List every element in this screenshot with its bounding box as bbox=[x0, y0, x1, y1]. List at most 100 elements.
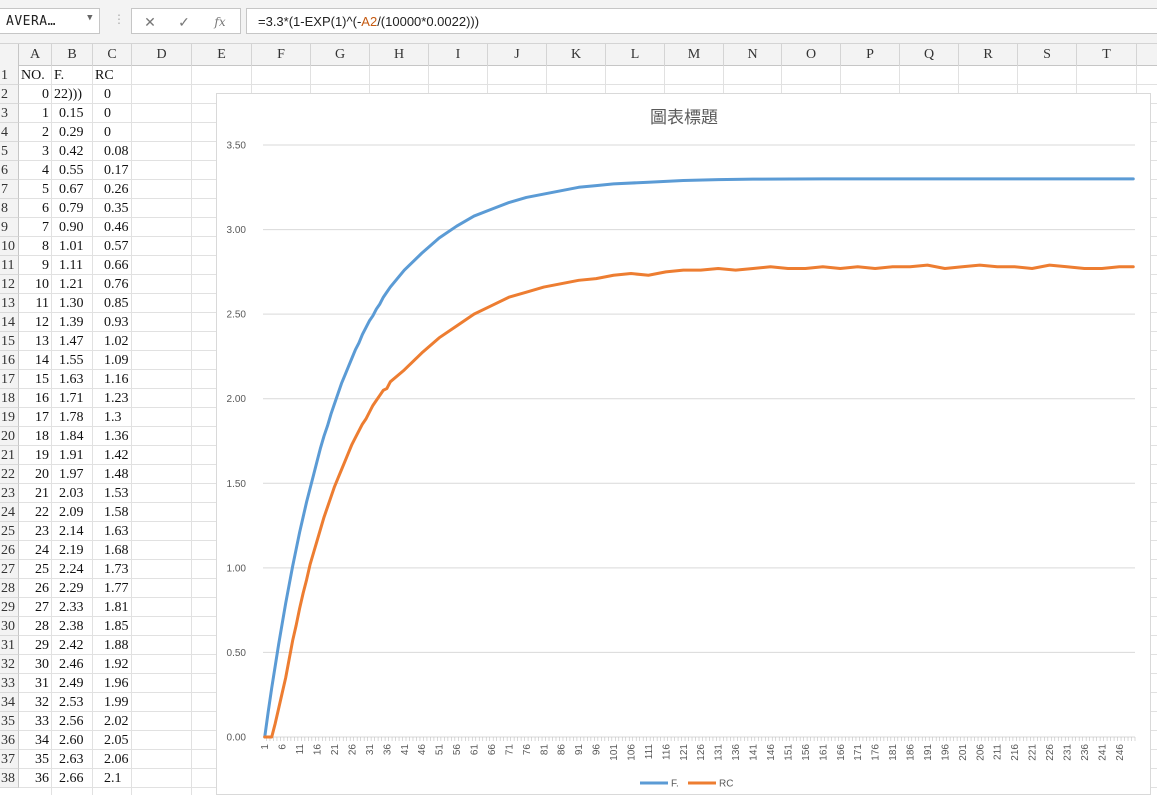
row-header[interactable]: 24 bbox=[0, 503, 19, 522]
cell-b[interactable]: 2.66 bbox=[59, 771, 84, 786]
column-header-n[interactable]: N bbox=[724, 44, 782, 66]
cell-b[interactable]: 2.33 bbox=[59, 600, 84, 615]
cell-a[interactable]: 9 bbox=[42, 258, 49, 273]
cell-b[interactable]: 2.46 bbox=[59, 657, 84, 672]
cell-b[interactable]: 2.49 bbox=[59, 676, 84, 691]
row-header[interactable]: 31 bbox=[0, 636, 19, 655]
column-header-d[interactable]: D bbox=[132, 44, 192, 66]
cell-b[interactable]: 0.90 bbox=[59, 220, 84, 235]
row-header[interactable]: 1 bbox=[0, 66, 19, 85]
row-header[interactable]: 23 bbox=[0, 484, 19, 503]
cell-a[interactable]: 4 bbox=[42, 163, 49, 178]
cell-b[interactable]: 1.39 bbox=[59, 315, 84, 330]
cell-a[interactable]: 11 bbox=[35, 296, 49, 311]
row-header[interactable]: 15 bbox=[0, 332, 19, 351]
cell-a[interactable]: 34 bbox=[35, 733, 49, 748]
row-header[interactable]: 22 bbox=[0, 465, 19, 484]
row-header[interactable]: 8 bbox=[0, 199, 19, 218]
cell-c[interactable]: 0.85 bbox=[104, 296, 129, 311]
row-header[interactable]: 21 bbox=[0, 446, 19, 465]
cell-b[interactable]: 0.29 bbox=[59, 125, 84, 140]
column-header-m[interactable]: M bbox=[665, 44, 724, 66]
row-header[interactable]: 29 bbox=[0, 598, 19, 617]
row-header[interactable]: 38 bbox=[0, 769, 19, 788]
cell-b[interactable]: 1.21 bbox=[59, 277, 84, 292]
cell-a[interactable]: 0 bbox=[42, 87, 49, 102]
row-header[interactable]: 16 bbox=[0, 351, 19, 370]
chevron-down-icon[interactable]: ▼ bbox=[87, 13, 93, 23]
cell-c[interactable]: 0.93 bbox=[104, 315, 129, 330]
cell-c[interactable]: 0 bbox=[104, 125, 111, 140]
row-header[interactable]: 27 bbox=[0, 560, 19, 579]
row-header[interactable]: 25 bbox=[0, 522, 19, 541]
row-header[interactable]: 28 bbox=[0, 579, 19, 598]
cell-c[interactable]: 0.76 bbox=[104, 277, 129, 292]
cell-c[interactable]: 0.57 bbox=[104, 239, 129, 254]
cell-a[interactable]: 19 bbox=[35, 448, 49, 463]
cell-b[interactable]: 1.47 bbox=[59, 334, 84, 349]
cell-a[interactable]: 33 bbox=[35, 714, 49, 729]
cell-a[interactable]: 31 bbox=[35, 676, 49, 691]
cell-c[interactable]: 0.66 bbox=[104, 258, 129, 273]
cell-b[interactable]: 0.15 bbox=[59, 106, 84, 121]
column-header-g[interactable]: G bbox=[311, 44, 370, 66]
cell-b[interactable]: 1.97 bbox=[59, 467, 84, 482]
cell-c[interactable]: 0.46 bbox=[104, 220, 129, 235]
cell-c[interactable]: 2.06 bbox=[104, 752, 129, 767]
row-header[interactable]: 37 bbox=[0, 750, 19, 769]
cell-c[interactable]: 0.08 bbox=[104, 144, 129, 159]
cell-a[interactable]: 8 bbox=[42, 239, 49, 254]
cell-b[interactable]: 22))) bbox=[54, 87, 82, 102]
cell-c[interactable]: 1.53 bbox=[104, 486, 129, 501]
column-header-a[interactable]: A bbox=[19, 44, 52, 66]
check-icon[interactable]: ✓ bbox=[178, 14, 190, 30]
cell-a[interactable]: 20 bbox=[35, 467, 49, 482]
cell-a[interactable]: 5 bbox=[42, 182, 49, 197]
cell-c[interactable]: 1.23 bbox=[104, 391, 129, 406]
select-all-corner[interactable] bbox=[0, 44, 19, 66]
drag-handle-icon[interactable]: ⋮ bbox=[113, 12, 125, 26]
cell-c[interactable]: 1.02 bbox=[104, 334, 129, 349]
cell-a[interactable]: 36 bbox=[35, 771, 49, 786]
column-header-s[interactable]: S bbox=[1018, 44, 1077, 66]
cell-a[interactable]: 27 bbox=[35, 600, 49, 615]
cell-c[interactable]: 1.92 bbox=[104, 657, 129, 672]
column-header-q[interactable]: Q bbox=[900, 44, 959, 66]
cell-c[interactable]: 0.17 bbox=[104, 163, 129, 178]
cell-a[interactable]: 14 bbox=[35, 353, 49, 368]
cell-b[interactable]: 2.03 bbox=[59, 486, 84, 501]
cell-c[interactable]: 1.16 bbox=[104, 372, 129, 387]
column-header-p[interactable]: P bbox=[841, 44, 900, 66]
column-header-k[interactable]: K bbox=[547, 44, 606, 66]
cell-c[interactable]: 2.1 bbox=[104, 771, 122, 786]
cell-b[interactable]: 2.29 bbox=[59, 581, 84, 596]
cell-a[interactable]: 7 bbox=[42, 220, 49, 235]
cell-a[interactable]: 15 bbox=[35, 372, 49, 387]
cell-c[interactable]: 1.58 bbox=[104, 505, 129, 520]
formula-input[interactable]: =3.3*(1-EXP(1)^(-A2/(10000*0.0022))) bbox=[246, 8, 1157, 34]
name-box[interactable]: AVERA… ▼ bbox=[0, 8, 100, 34]
cell-c[interactable]: 1.88 bbox=[104, 638, 129, 653]
row-header[interactable]: 18 bbox=[0, 389, 19, 408]
cell-c[interactable]: 1.48 bbox=[104, 467, 129, 482]
column-header-j[interactable]: J bbox=[488, 44, 547, 66]
row-header[interactable]: 30 bbox=[0, 617, 19, 636]
line-chart[interactable]: 圖表標題 0.00 0.50 1.00 1.50 2.00 2.50 3.00 3.50 1 6 11… bbox=[216, 93, 1151, 795]
row-header[interactable]: 32 bbox=[0, 655, 19, 674]
column-header-c[interactable]: C bbox=[93, 44, 132, 66]
cell-a[interactable]: 6 bbox=[42, 201, 49, 216]
cancel-icon[interactable]: ✕ bbox=[144, 14, 156, 30]
row-header[interactable]: 9 bbox=[0, 218, 19, 237]
row-header[interactable]: 11 bbox=[0, 256, 19, 275]
cell-b[interactable]: 2.63 bbox=[59, 752, 84, 767]
cell-b[interactable]: 2.38 bbox=[59, 619, 84, 634]
cell-b[interactable]: 2.09 bbox=[59, 505, 84, 520]
cell-b[interactable]: F. bbox=[54, 68, 65, 83]
column-header-b[interactable]: B bbox=[52, 44, 93, 66]
cell-a[interactable]: NO. bbox=[21, 68, 45, 83]
cell-b[interactable]: 1.71 bbox=[59, 391, 84, 406]
cell-a[interactable]: 21 bbox=[35, 486, 49, 501]
cell-a[interactable]: 18 bbox=[35, 429, 49, 444]
cell-c[interactable]: 1.96 bbox=[104, 676, 129, 691]
cell-c[interactable]: 1.36 bbox=[104, 429, 129, 444]
